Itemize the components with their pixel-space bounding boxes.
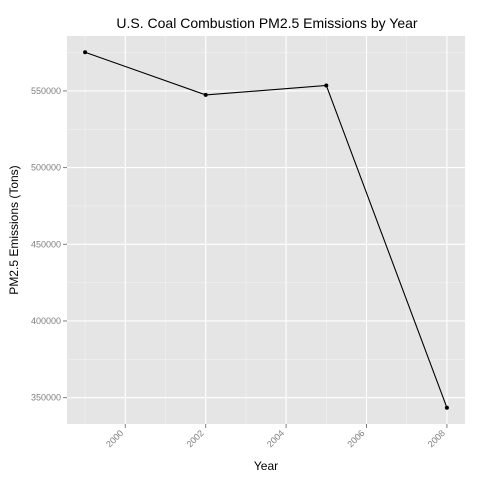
data-point	[203, 92, 208, 97]
y-tick-label: 400000	[31, 316, 61, 326]
plot-panel	[67, 36, 465, 424]
axis-ticks	[63, 90, 448, 428]
y-tick-label: 350000	[31, 393, 61, 403]
x-axis-label: Year	[254, 459, 278, 473]
x-tick-label: 2000	[104, 428, 125, 449]
minor-grid	[67, 36, 465, 424]
y-tick-label: 450000	[31, 239, 61, 249]
data-point	[444, 405, 449, 410]
y-axis-label: PM2.5 Emissions (Tons)	[7, 165, 21, 294]
x-tick-label: 2004	[265, 428, 286, 449]
y-tick-label: 500000	[31, 163, 61, 173]
x-tick-label: 2002	[185, 428, 206, 449]
series-line	[84, 51, 448, 408]
series-layer	[83, 50, 449, 410]
data-point	[83, 50, 88, 55]
x-tick-label: 2006	[345, 428, 366, 449]
x-tick-label: 2008	[426, 428, 447, 449]
chart-title: U.S. Coal Combustion PM2.5 Emissions by …	[116, 15, 417, 31]
data-point	[324, 83, 329, 88]
major-grid	[67, 36, 465, 424]
y-tick-label: 550000	[31, 86, 61, 96]
